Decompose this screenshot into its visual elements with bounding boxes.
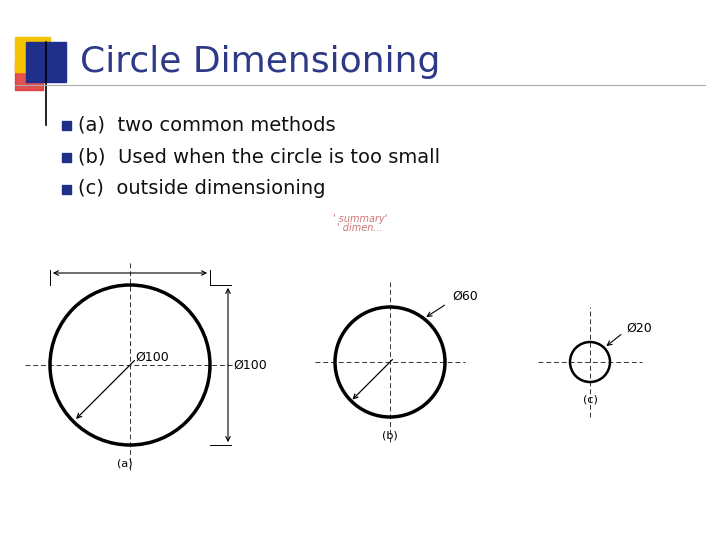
Bar	[15, 37, 50, 72]
Text: (c)  outside dimensioning: (c) outside dimensioning	[78, 179, 325, 199]
Text: Circle Dimensioning: Circle Dimensioning	[80, 45, 441, 79]
Text: ' dimen...: ' dimen...	[337, 223, 383, 233]
Text: (c): (c)	[582, 395, 598, 405]
Text: Ø100: Ø100	[233, 359, 266, 372]
Bar	[62, 121, 71, 130]
Text: Ø100: Ø100	[135, 350, 168, 363]
Text: ' summary': ' summary'	[333, 214, 387, 224]
Bar	[62, 153, 71, 162]
Text: (a): (a)	[117, 458, 132, 468]
Text: Ø60: Ø60	[452, 290, 477, 303]
Text: (b)  Used when the circle is too small: (b) Used when the circle is too small	[78, 147, 440, 166]
Text: (a)  two common methods: (a) two common methods	[78, 116, 336, 134]
Bar	[26, 42, 66, 82]
Bar	[15, 62, 43, 90]
Bar	[62, 185, 71, 194]
Text: (b): (b)	[382, 430, 398, 440]
Text: Ø20: Ø20	[626, 321, 652, 334]
